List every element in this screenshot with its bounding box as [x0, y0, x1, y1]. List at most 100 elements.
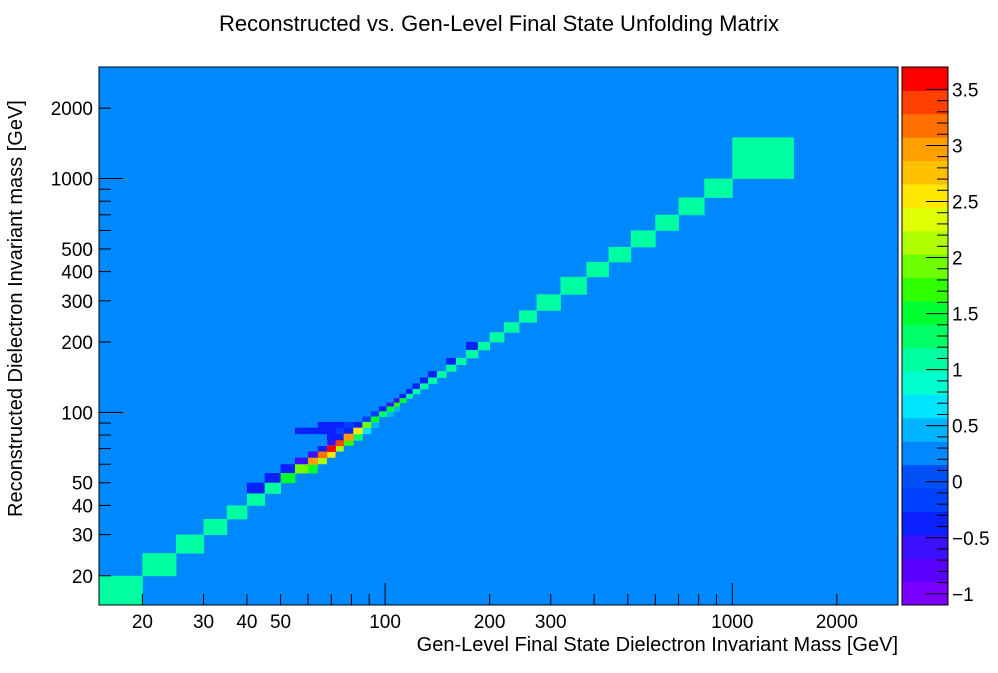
heatmap-cell [317, 445, 328, 452]
y-tick-label: 400 [61, 263, 93, 284]
heatmap-cell [362, 427, 372, 435]
x-tick-label: 20 [132, 612, 153, 633]
heatmap-cell [412, 388, 421, 395]
heatmap-cell [226, 505, 248, 520]
colorbar-tick-label: 3.5 [952, 80, 978, 101]
heatmap-cell [308, 457, 319, 465]
colorbar-tick-label: −1 [952, 585, 974, 606]
heatmap-cell [280, 464, 296, 474]
heatmap-cell [246, 482, 266, 494]
heatmap-cell [428, 371, 438, 378]
x-tick-label: 50 [270, 612, 291, 633]
plot-frame [98, 66, 899, 606]
heatmap-cell [393, 398, 400, 404]
y-tick-label: 30 [72, 526, 93, 547]
plot-area [98, 66, 899, 606]
heatmap-cell [353, 427, 363, 435]
colorbar-segment [902, 113, 948, 138]
colorbar-segment [902, 394, 948, 419]
y-tick-label: 20 [72, 567, 93, 588]
heatmap-cell [335, 445, 345, 452]
heatmap-cell [308, 451, 319, 459]
color-scale-bar: 3.5 3 2.5 2 1.5 1 0.5 0 −0.5 −1 [901, 66, 990, 606]
heatmap-cell [406, 398, 413, 404]
heatmap-cell [294, 464, 309, 474]
colorbar-tick-label: 1 [952, 361, 963, 382]
heatmap-cell [477, 341, 491, 351]
heatmap-cell [317, 440, 328, 447]
heatmap-cell [378, 416, 387, 423]
colorbar-segment [902, 277, 948, 302]
colorbar-segment [902, 347, 948, 372]
heatmap-cell [386, 406, 395, 412]
colorbar-segment [902, 511, 948, 536]
heatmap-cell [335, 433, 345, 441]
colorbar-segment [902, 558, 948, 583]
colorbar-segment [902, 254, 948, 279]
heatmap-cell [264, 473, 281, 484]
colorbar-tick-label: 1.5 [952, 305, 978, 326]
colorbar-segment [902, 183, 948, 208]
heatmap-cell [326, 427, 336, 435]
x-tick-label: 1000 [711, 612, 753, 633]
heatmap-cell [419, 383, 429, 390]
x-tick-label: 40 [236, 612, 257, 633]
y-tick-label: 1000 [51, 170, 93, 191]
heatmap-cell [353, 421, 363, 429]
heatmap-cell [586, 261, 609, 278]
colorbar-segment [902, 137, 948, 162]
heatmap-cell [343, 445, 354, 452]
heatmap-cell [294, 457, 309, 465]
heatmap-cell [399, 402, 407, 407]
y-tick-label: 40 [72, 496, 93, 517]
x-axis: 20 30 40 50 100 200 300 1000 2000 [132, 583, 899, 633]
heatmap-cell [353, 433, 363, 441]
heatmap-cell [362, 421, 372, 429]
heatmap-cell [326, 440, 336, 447]
heatmap-cell [446, 357, 457, 366]
colorbar-tick-label: 3 [952, 136, 963, 157]
heatmap-cell [678, 197, 705, 216]
heatmap-cell [317, 457, 328, 465]
colorbar-segment [902, 324, 948, 349]
heatmap-cell [378, 406, 387, 412]
heatmap-cell [370, 416, 380, 423]
heatmap-cell [335, 427, 345, 435]
heatmap-cell [370, 421, 380, 429]
x-tick-label: 300 [535, 612, 567, 633]
y-tick-label: 100 [61, 403, 93, 424]
heatmap-cell [489, 332, 505, 343]
heatmap-cell [326, 457, 336, 465]
heatmap-cell [317, 451, 328, 459]
heatmap-cell [343, 440, 354, 447]
y-axis-title: Reconstructed Dielectron Invariant mass … [5, 100, 27, 517]
heatmap-cell [704, 178, 733, 198]
x-tick-label: 200 [474, 612, 506, 633]
heatmap-cell [503, 322, 520, 333]
heatmap-cell [455, 357, 467, 366]
heatmap-cell [419, 377, 429, 384]
x-tick-label: 2000 [816, 612, 858, 633]
heatmap-cell [280, 473, 296, 484]
heatmap-cell [343, 427, 354, 435]
colorbar-segment [902, 207, 948, 232]
chart-title: Reconstructed vs. Gen-Level Final State … [219, 11, 779, 36]
heatmap-cell [428, 377, 438, 384]
heatmap-cell [399, 393, 407, 399]
y-tick-label: 500 [61, 240, 93, 261]
colorbar-segment [902, 488, 948, 512]
x-tick-label: 100 [369, 612, 401, 633]
heatmap-cell [406, 388, 413, 395]
heatmap-cell [176, 534, 204, 554]
heatmap-cell [393, 402, 400, 407]
heatmap-cell [406, 393, 413, 399]
heatmap-cell [317, 421, 328, 429]
heatmap-cell [343, 433, 354, 441]
colorbar-tick-label: 2 [952, 249, 963, 270]
colorbar-segment [902, 441, 948, 466]
heatmap-cell [466, 341, 479, 351]
y-tick-label: 200 [61, 333, 93, 354]
heatmap-cell [655, 214, 679, 231]
